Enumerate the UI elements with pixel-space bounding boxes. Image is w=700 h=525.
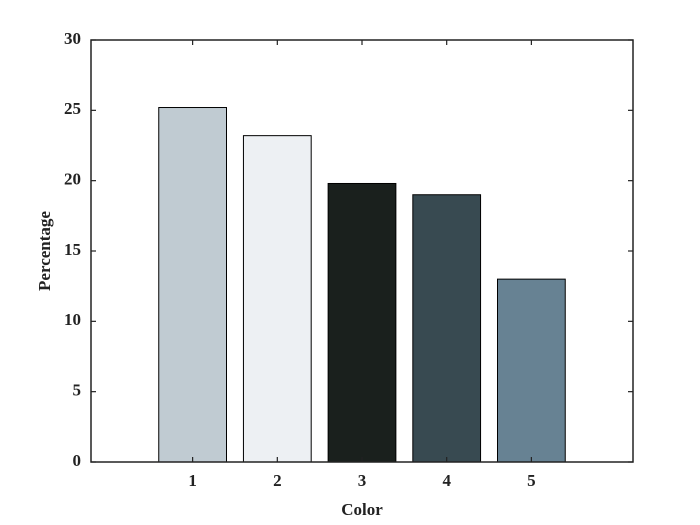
- x-tick-label: 1: [188, 471, 197, 490]
- bar: [242, 135, 312, 463]
- y-tick-label: 25: [64, 99, 81, 118]
- x-tick-label: 5: [527, 471, 536, 490]
- x-axis-label: Color: [341, 500, 383, 519]
- y-tick-label: 5: [73, 381, 82, 400]
- x-tick-label: 3: [358, 471, 367, 490]
- bar: [412, 194, 482, 463]
- y-tick-label: 30: [64, 29, 81, 48]
- x-tick-label: 2: [273, 471, 282, 490]
- bar: [158, 107, 227, 463]
- y-tick-label: 15: [64, 240, 81, 259]
- x-tick-label: 4: [442, 471, 451, 490]
- bar: [327, 182, 397, 463]
- y-tick-label: 20: [64, 170, 81, 189]
- y-tick-label: 10: [64, 310, 81, 329]
- bar: [497, 278, 566, 463]
- y-axis-label: Percentage: [35, 211, 54, 291]
- y-tick-label: 0: [73, 451, 82, 470]
